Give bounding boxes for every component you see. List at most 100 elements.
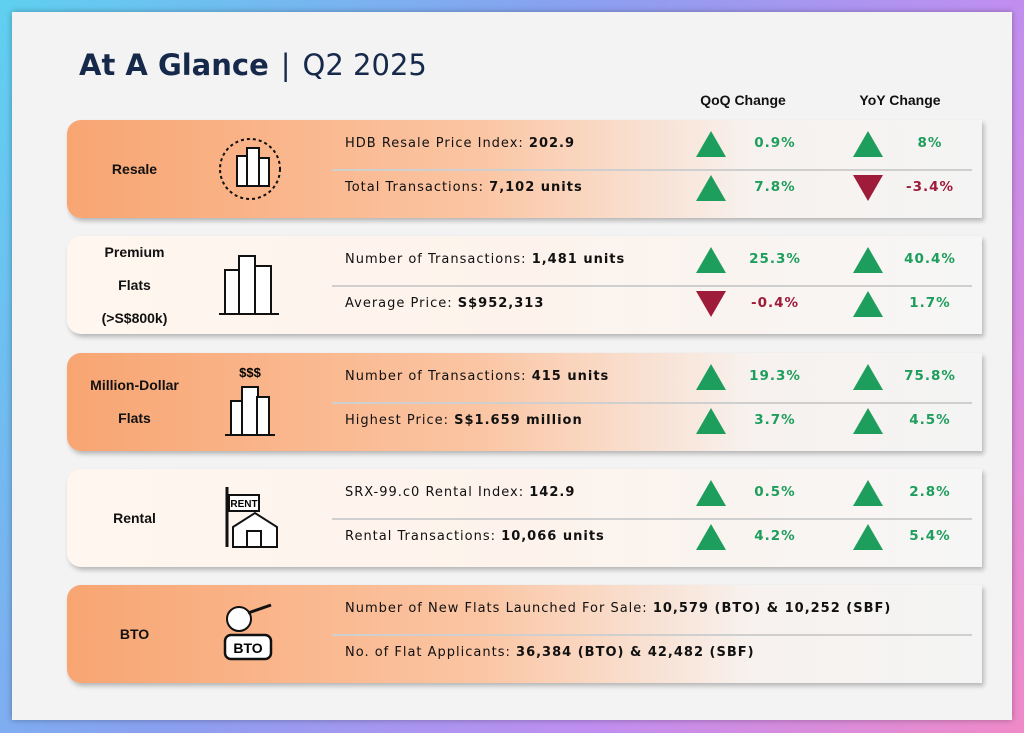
icon-part	[246, 530, 262, 548]
metric: Number of New Flats Launched For Sale: 1…	[345, 601, 891, 616]
up-arrow	[696, 247, 726, 273]
metric-label: Total Transactions:	[345, 180, 485, 195]
icon-part	[258, 157, 270, 187]
up-arrow	[853, 247, 883, 273]
up-arrow	[853, 364, 883, 390]
up-arrow	[696, 480, 726, 506]
metric-value: S$1.659 million	[454, 413, 583, 428]
up-arrow	[696, 175, 726, 201]
card: At A Glance | Q2 2025 QoQ Change YoY Change R…	[12, 12, 1012, 720]
metric: Rental Transactions: 10,066 units	[345, 529, 605, 544]
yoy-value: -3.4%	[905, 179, 955, 195]
icon: RENT	[225, 487, 278, 548]
metric: HDB Resale Price Index: 202.9	[345, 136, 575, 151]
label-line: Resale	[111, 160, 158, 177]
section-panel: Rental RENT SRX-99.c0 Rental Index: 142.9 0…	[67, 469, 982, 567]
section-panel: BTO BTO Number of New Flats Launched For S…	[67, 585, 982, 683]
qoq-value: 19.3%	[749, 368, 801, 384]
qoq-value: 0.9%	[754, 135, 796, 151]
down-arrow	[696, 291, 726, 317]
down-arrow	[853, 175, 883, 201]
divider	[332, 285, 972, 287]
icon	[219, 255, 279, 315]
yoy-value: 1.7%	[909, 295, 951, 311]
metric-label: No. of Flat Applicants:	[345, 645, 511, 660]
metric-value: 202.9	[528, 136, 576, 151]
up-arrow	[853, 131, 883, 157]
yoy-value: 4.5%	[909, 412, 951, 428]
label-line: Million-Dollar	[90, 377, 179, 393]
metric-label: HDB Resale Price Index:	[345, 136, 524, 151]
metric-value: 10,579 (BTO) & 10,252 (SBF)	[652, 601, 892, 616]
label-line: BTO	[119, 625, 150, 642]
label-line: Flats	[118, 410, 151, 426]
arrow-shape	[696, 131, 726, 157]
icon-part	[247, 603, 272, 615]
qoq-value: 0.5%	[754, 484, 796, 500]
label-line: Rental	[113, 509, 156, 526]
up-arrow	[696, 131, 726, 157]
arrow-shape	[853, 247, 883, 273]
icon-text: $$$	[239, 365, 261, 380]
section-icon	[215, 134, 285, 208]
arrow-shape	[696, 480, 726, 506]
metric: Average Price: S$952,313	[345, 296, 544, 311]
arrow-shape	[853, 480, 883, 506]
section-label: Resale	[67, 153, 202, 186]
icon	[219, 138, 281, 200]
section-panel: Million-Dollar Flats $$$ Number of Transact…	[67, 353, 982, 451]
yoy-value: 8%	[917, 135, 943, 151]
section-icon: RENT	[215, 483, 285, 557]
arrow-shape	[696, 247, 726, 273]
metric-value: 1,481 units	[531, 252, 626, 267]
arrow-shape	[696, 175, 726, 201]
divider	[332, 169, 972, 171]
metric-value: 142.9	[529, 485, 576, 500]
up-arrow	[853, 524, 883, 550]
icon-part	[254, 265, 272, 315]
arrow-shape	[696, 524, 726, 550]
section-label: Million-Dollar Flats	[67, 369, 202, 435]
arrow-shape	[696, 364, 726, 390]
divider	[332, 518, 972, 520]
metric: Number of Transactions: 415 units	[345, 369, 609, 384]
icon-text: BTO	[233, 640, 262, 656]
title-text: At A Glance	[79, 48, 269, 82]
section-icon: BTO	[215, 599, 285, 673]
yoy-value: 75.8%	[904, 368, 956, 384]
metric: Number of Transactions: 1,481 units	[345, 252, 625, 267]
up-arrow	[853, 408, 883, 434]
qoq-value: 25.3%	[749, 251, 801, 267]
yoy-value: 2.8%	[909, 484, 951, 500]
yoy-header: YoY Change	[859, 92, 941, 108]
metric-label: Number of Transactions:	[345, 252, 527, 267]
metric: Total Transactions: 7,102 units	[345, 180, 583, 195]
metric-value: 7,102 units	[489, 180, 583, 195]
icon-part	[226, 606, 252, 632]
arrow-shape	[696, 291, 726, 317]
metric-label: Average Price:	[345, 296, 453, 311]
section-label: BTO	[67, 618, 202, 651]
arrow-shape	[853, 364, 883, 390]
icon-part	[241, 386, 259, 436]
section-panel: Premium Flats (>S$800k) Number of Transacti…	[67, 236, 982, 334]
section-label: Rental	[67, 502, 202, 535]
metric-value: 10,066 units	[501, 529, 605, 544]
up-arrow	[853, 291, 883, 317]
metric-label: SRX-99.c0 Rental Index:	[345, 485, 525, 500]
section-icon	[215, 250, 285, 324]
yoy-value: 40.4%	[904, 251, 956, 267]
up-arrow	[696, 524, 726, 550]
section-icon: $$$	[215, 365, 285, 443]
arrow-shape	[853, 524, 883, 550]
icon-part	[238, 255, 256, 315]
section-label: Premium Flats (>S$800k)	[67, 236, 202, 335]
arrow-shape	[853, 408, 883, 434]
title-sep: |	[280, 48, 291, 82]
qoq-header: QoQ Change	[700, 92, 786, 108]
label-line: Flats	[118, 276, 151, 293]
arrow-shape	[696, 408, 726, 434]
qoq-value: 4.2%	[754, 528, 796, 544]
label-line: (>S$800k)	[101, 309, 168, 326]
